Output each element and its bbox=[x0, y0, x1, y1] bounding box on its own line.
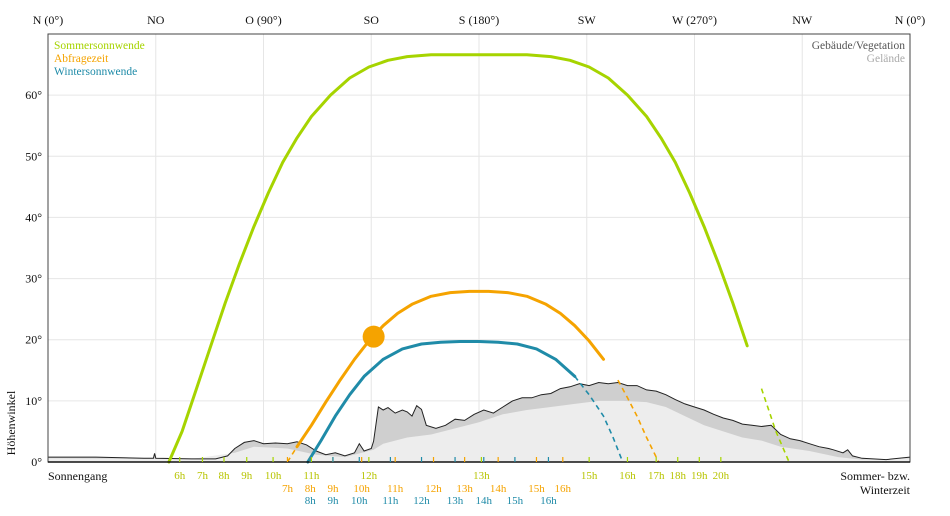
top-direction-label: S (180°) bbox=[459, 13, 499, 27]
hour-label: 13h bbox=[447, 495, 464, 507]
hour-label: 14h bbox=[476, 495, 493, 507]
hour-label: 13h bbox=[456, 483, 473, 495]
sun-curves bbox=[167, 53, 790, 464]
hour-label: 10h bbox=[353, 483, 370, 495]
hour-label: 15h bbox=[581, 470, 598, 482]
legend-item: Wintersonnwende bbox=[54, 66, 137, 78]
legend-item: Abfragezeit bbox=[54, 53, 109, 65]
hour-label: 12h bbox=[425, 483, 442, 495]
bottom-right-label-1: Sommer- bzw. bbox=[840, 469, 910, 483]
terrain-layer bbox=[48, 381, 911, 462]
hour-label: 11h bbox=[387, 483, 404, 495]
hour-label: 16h bbox=[555, 483, 572, 495]
bottom-right-label-2: Winterzeit bbox=[860, 483, 911, 497]
terrain-area bbox=[48, 400, 910, 462]
hour-labels: 6h 7h 8h 9h 10h 11h 12h 13h 15h 16h 17h 18h 19h 20h7h… bbox=[174, 457, 730, 507]
y-tick-label: 60° bbox=[25, 88, 42, 102]
hour-label: 15h bbox=[507, 495, 524, 507]
hour-label: 9h bbox=[241, 470, 253, 482]
hour-label: 8h bbox=[305, 495, 317, 507]
top-direction-label: N (0°) bbox=[33, 13, 63, 27]
hour-label: 15h bbox=[528, 483, 545, 495]
curve-abfragezeit-dashed-start bbox=[286, 446, 298, 463]
hour-label: 6h bbox=[174, 470, 186, 482]
hour-label: 7h bbox=[282, 483, 294, 495]
top-direction-label: SO bbox=[364, 13, 380, 27]
curve-abfragezeit bbox=[295, 289, 605, 449]
hour-label: 16h bbox=[619, 470, 636, 482]
y-tick-label: 40° bbox=[25, 210, 42, 224]
y-tick-label: 20° bbox=[25, 333, 42, 347]
axes: 0° 10° 20° 30° 40° 50° 60° N (0°) NO O (90°) SO S (… bbox=[4, 13, 925, 497]
hour-label: 13h bbox=[473, 470, 490, 482]
curve-abfragezeit-dashed bbox=[617, 379, 660, 463]
grid bbox=[48, 34, 910, 462]
curve-wintersonnwende-dashed bbox=[574, 375, 624, 463]
hour-label: 9h bbox=[327, 483, 339, 495]
top-direction-label: NO bbox=[147, 13, 165, 27]
curve-sommersonnwende bbox=[167, 53, 749, 464]
bottom-left-label: Sonnengang bbox=[48, 469, 107, 483]
hour-label: 9h bbox=[327, 495, 339, 507]
top-direction-label: SW bbox=[578, 13, 597, 27]
hour-label: 12h bbox=[361, 470, 378, 482]
top-direction-label: NW bbox=[792, 13, 813, 27]
y-tick-label: 0° bbox=[31, 455, 42, 469]
legend-item: Gelände bbox=[867, 53, 905, 65]
hour-label: 16h bbox=[540, 495, 557, 507]
hour-label: 17h bbox=[648, 470, 665, 482]
hour-label: 20h bbox=[713, 470, 730, 482]
legend-item: Gebäude/Vegetation bbox=[812, 40, 905, 52]
hour-label: 11h bbox=[303, 470, 320, 482]
top-direction-label: W (270°) bbox=[672, 13, 717, 27]
hour-label: 10h bbox=[265, 470, 282, 482]
curve-wintersonnwende bbox=[306, 340, 577, 464]
hour-label: 19h bbox=[691, 470, 708, 482]
y-tick-label: 30° bbox=[25, 272, 42, 286]
hour-label: 11h bbox=[382, 495, 399, 507]
y-axis-label: Höhenwinkel bbox=[4, 390, 18, 455]
legend-item: Sommersonnwende bbox=[54, 40, 145, 52]
hour-label: 10h bbox=[351, 495, 368, 507]
hour-label: 18h bbox=[669, 470, 686, 482]
horizon-outline bbox=[48, 381, 911, 461]
top-direction-label: O (90°) bbox=[245, 13, 281, 27]
hour-label: 8h bbox=[218, 470, 230, 482]
hour-label: 14h bbox=[490, 483, 507, 495]
hour-label: 8h bbox=[305, 483, 317, 495]
hour-label: 7h bbox=[197, 470, 209, 482]
top-direction-label: N (0°) bbox=[895, 13, 925, 27]
legend: SommersonnwendeAbfragezeitWintersonnwend… bbox=[54, 40, 905, 78]
sun-marker bbox=[362, 325, 385, 348]
hour-label: 12h bbox=[413, 495, 430, 507]
y-tick-label: 50° bbox=[25, 149, 42, 163]
y-tick-label: 10° bbox=[25, 394, 42, 408]
curve-sommersonnwende-dashed bbox=[760, 388, 790, 463]
